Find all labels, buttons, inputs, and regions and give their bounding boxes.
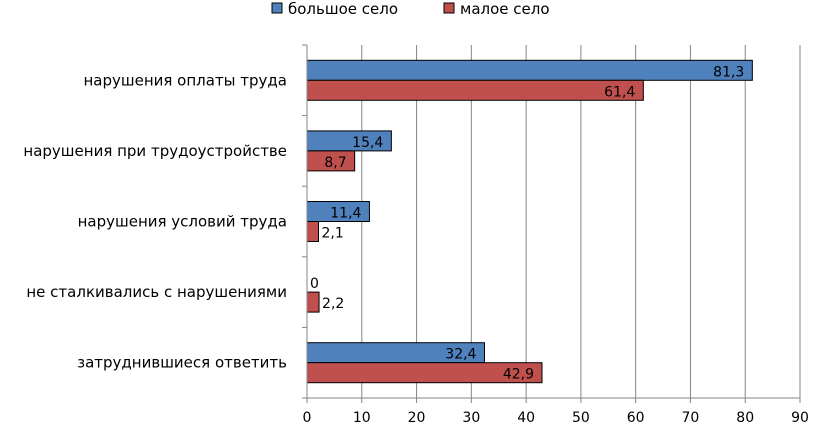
data-label: 42,9 <box>503 367 534 383</box>
x-tick-label: 60 <box>627 410 645 426</box>
x-tick-label: 70 <box>682 410 700 426</box>
bar-small-village <box>306 221 320 242</box>
x-tick-label: 10 <box>353 410 371 426</box>
bars <box>306 59 753 384</box>
data-label: 8,7 <box>324 155 346 171</box>
bar-large-village <box>306 59 753 81</box>
bar-small-village <box>306 291 320 313</box>
category-label: нарушения условий труда <box>78 213 287 231</box>
category-label: нарушения при трудоустройстве <box>23 142 287 160</box>
x-tick-label: 40 <box>517 410 535 426</box>
axes <box>302 44 801 403</box>
data-label: 0 <box>310 276 319 292</box>
x-tick-label: 20 <box>408 410 426 426</box>
x-tick-label: 30 <box>462 410 480 426</box>
labels: 0 10 20 30 40 50 60 70 80 90 нарушения оплаты труд… <box>23 64 809 426</box>
bar-small-village <box>306 79 644 101</box>
x-tick-label: 90 <box>791 410 809 426</box>
category-label: нарушения оплаты труда <box>83 71 287 89</box>
category-label: не сталкивались с нарушениями <box>26 283 287 301</box>
x-tick-label: 80 <box>736 410 754 426</box>
data-label: 32,4 <box>445 347 476 363</box>
gridlines <box>361 45 801 398</box>
category-label: затруднившиеся ответить <box>77 354 287 372</box>
data-label: 61,4 <box>604 84 635 100</box>
legend: большое село малое село <box>271 0 550 18</box>
data-label: 11,4 <box>330 206 361 222</box>
x-tick-label: 50 <box>572 410 590 426</box>
data-label: 15,4 <box>352 135 383 151</box>
legend-label: большое село <box>288 0 398 18</box>
data-label: 81,3 <box>713 64 744 80</box>
x-tick-label: 0 <box>303 410 312 426</box>
data-label: 2,1 <box>322 226 344 242</box>
legend-swatch <box>271 2 283 14</box>
legend-label: малое село <box>460 0 550 18</box>
legend-swatch <box>443 2 455 14</box>
data-label: 2,2 <box>322 296 344 312</box>
